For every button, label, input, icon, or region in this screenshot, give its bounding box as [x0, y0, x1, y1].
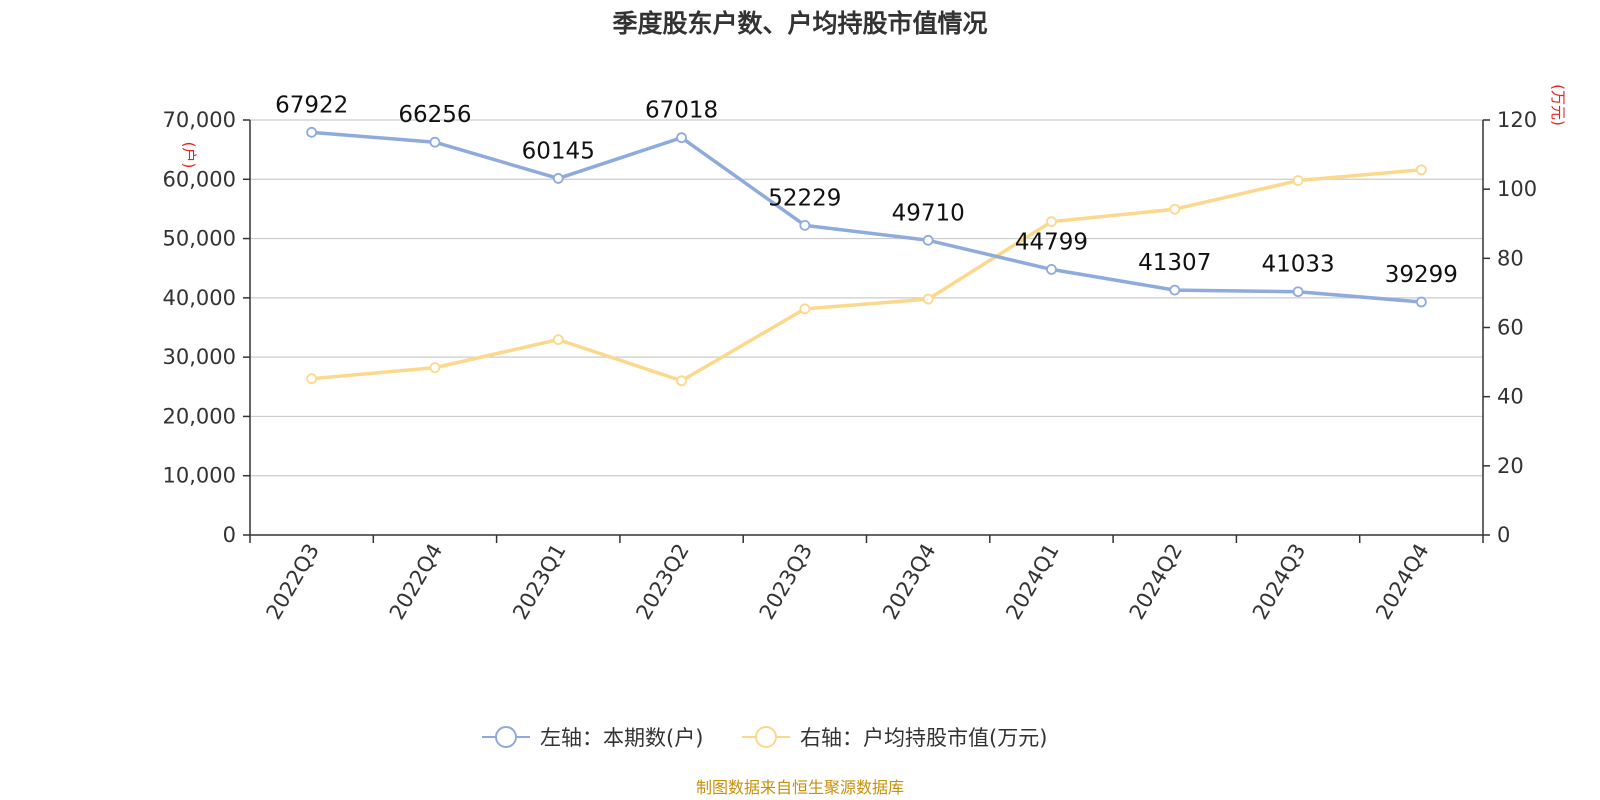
- data-point-right[interactable]: [799, 303, 811, 315]
- data-point-right[interactable]: [1046, 216, 1057, 228]
- data-point-left[interactable]: [306, 126, 318, 138]
- data-label: 52229: [768, 185, 841, 211]
- data-label: 44799: [1015, 229, 1088, 255]
- x-axis-tick-label: 2022Q3: [262, 540, 324, 624]
- legend[interactable]: 左轴：本期数(户) 右轴：户均持股市值(万元): [482, 726, 1047, 750]
- x-axis-tick-label: 2023Q4: [878, 540, 940, 624]
- x-axis-tick-label: 2024Q1: [1001, 540, 1063, 624]
- right-axis-tick-label: 80: [1497, 246, 1524, 270]
- series-group: [306, 126, 1427, 387]
- legend-label: 左轴：本期数(户): [540, 726, 703, 750]
- x-axis-tick-label: 2024Q2: [1125, 540, 1187, 624]
- right-axis-tick-label: 120: [1497, 108, 1537, 132]
- data-label: 49710: [892, 200, 965, 226]
- legend-marker: [755, 726, 777, 748]
- data-label: 67922: [275, 92, 348, 118]
- data-label: 41033: [1261, 252, 1334, 278]
- data-point-right[interactable]: [676, 375, 687, 387]
- source-note: 制图数据来自恒生聚源数据库: [696, 778, 904, 797]
- left-axis-tick-label: 0: [223, 523, 236, 547]
- x-axis-tick-label: 2022Q4: [385, 540, 447, 624]
- x-axis-tick-label: 2023Q1: [508, 540, 570, 624]
- data-point-right[interactable]: [922, 293, 934, 305]
- right-axis-tick-label: 100: [1497, 177, 1537, 201]
- data-label: 39299: [1385, 262, 1458, 288]
- legend-label: 右轴：户均持股市值(万元): [800, 726, 1047, 750]
- x-axis-tick-label: 2023Q2: [631, 540, 693, 624]
- data-point-right[interactable]: [429, 362, 441, 374]
- data-point-left[interactable]: [1046, 264, 1057, 275]
- data-point-right[interactable]: [1415, 164, 1427, 176]
- data-label: 66256: [398, 102, 471, 128]
- left-axis-unit: (户): [180, 142, 198, 169]
- data-label: 60145: [522, 138, 595, 164]
- left-axis-tick-label: 60,000: [163, 167, 236, 191]
- left-axis-tick-label: 30,000: [163, 345, 236, 369]
- data-point-right[interactable]: [306, 373, 318, 385]
- x-axis-tick-label: 2024Q4: [1371, 540, 1433, 624]
- left-axis-tick-label: 20,000: [163, 404, 236, 428]
- legend-item-right[interactable]: 右轴：户均持股市值(万元): [742, 726, 1047, 750]
- data-point-left[interactable]: [429, 136, 441, 148]
- right-axis-unit: (万元): [1549, 84, 1567, 126]
- series-line-left: [311, 130, 1422, 304]
- data-label: 41307: [1138, 250, 1211, 276]
- axes: 0 10,000 20,000 30,000 40,000 50,000 60,000 70,…: [163, 108, 1538, 624]
- data-point-left[interactable]: [1415, 296, 1427, 308]
- right-axis-tick-label: 20: [1497, 454, 1524, 478]
- data-point-left[interactable]: [552, 173, 564, 184]
- data-point-left[interactable]: [922, 234, 934, 246]
- series-line-right: [311, 168, 1422, 383]
- data-point-right[interactable]: [552, 334, 564, 346]
- data-label: 67018: [645, 98, 718, 124]
- right-axis-tick-label: 0: [1497, 523, 1510, 547]
- right-axis-tick-label: 40: [1497, 385, 1524, 409]
- data-point-left[interactable]: [799, 219, 811, 231]
- chart-title: 季度股东户数、户均持股市值情况: [612, 9, 987, 38]
- data-labels: 67922 66256 60145 67018 52229 49710 44799 41307…: [275, 92, 1458, 288]
- right-axis-tick-label: 60: [1497, 316, 1524, 340]
- x-axis-tick-label: 2023Q3: [755, 540, 817, 624]
- left-axis-tick-label: 70,000: [163, 108, 236, 132]
- x-axis-tick-label: 2024Q3: [1248, 540, 1310, 624]
- data-point-left[interactable]: [1169, 284, 1181, 296]
- data-point-right[interactable]: [1169, 203, 1181, 215]
- legend-marker: [495, 726, 517, 748]
- left-axis-tick-label: 50,000: [163, 227, 236, 251]
- data-point-left[interactable]: [1292, 286, 1304, 298]
- left-axis-tick-label: 10,000: [163, 464, 236, 488]
- data-point-left[interactable]: [676, 132, 687, 144]
- grid-lines: [250, 119, 1483, 477]
- legend-item-left[interactable]: 左轴：本期数(户): [482, 726, 703, 750]
- data-point-right[interactable]: [1292, 175, 1304, 186]
- left-axis-tick-label: 40,000: [163, 286, 236, 310]
